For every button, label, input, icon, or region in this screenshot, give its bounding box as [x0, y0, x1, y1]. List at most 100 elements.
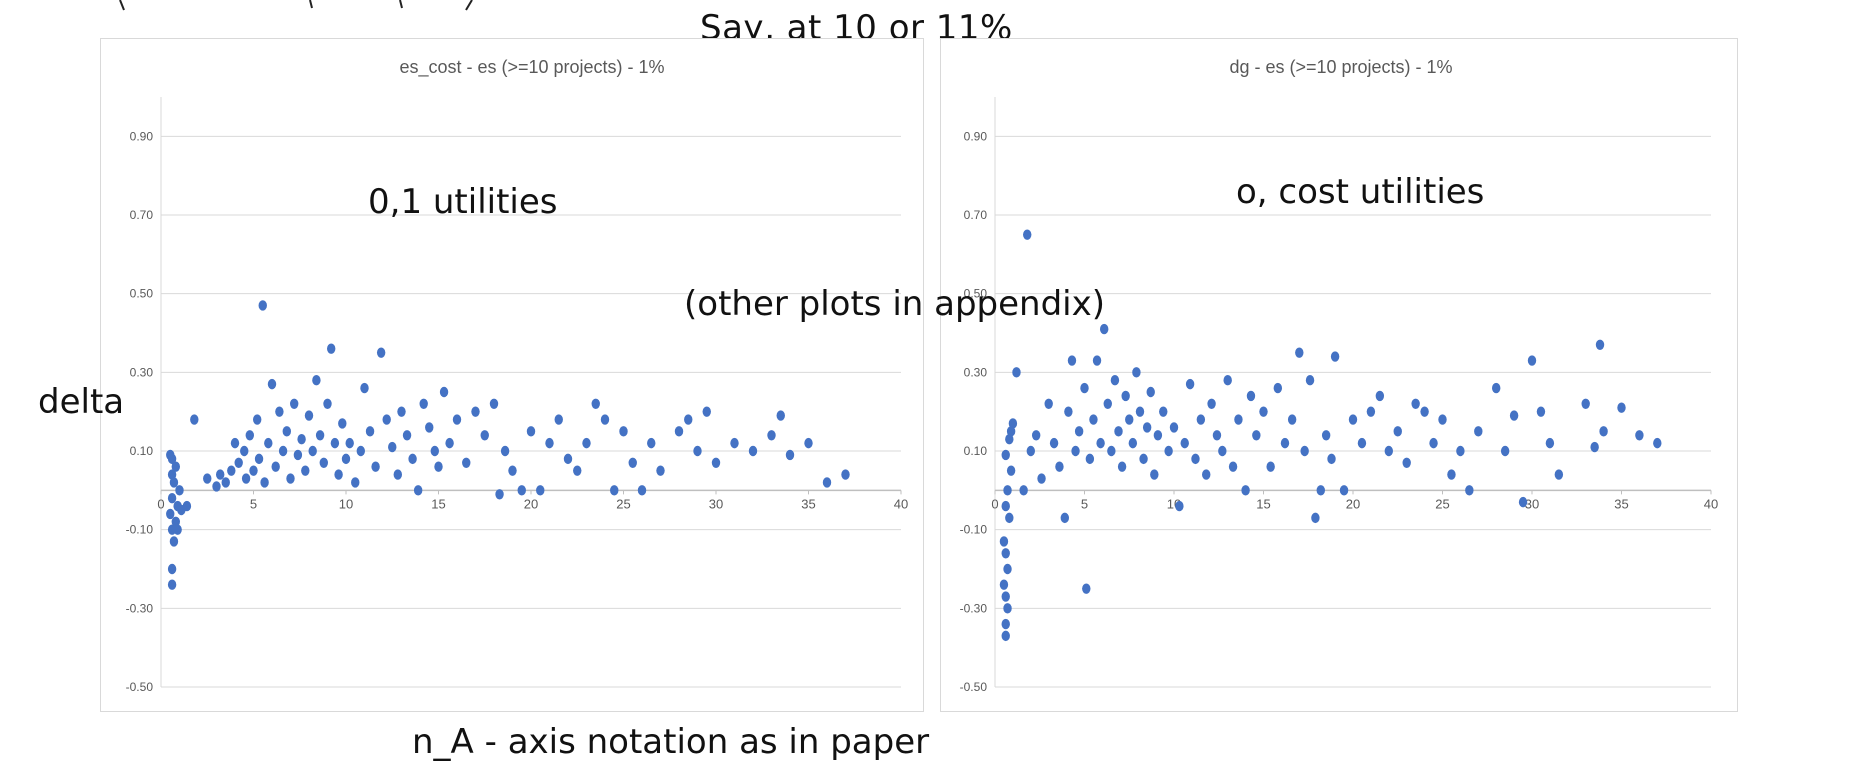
right-data-point	[1223, 375, 1232, 386]
left-data-point	[430, 445, 439, 457]
left-data-point	[356, 445, 365, 457]
left-data-point	[804, 437, 813, 449]
left-data-point	[573, 465, 582, 476]
y-axis-annotation: delta	[38, 382, 125, 422]
right-data-point	[1492, 382, 1501, 394]
right-data-point	[1001, 618, 1010, 630]
right-data-point	[1085, 453, 1095, 465]
right-data-point	[1006, 426, 1016, 437]
right-data-point	[1474, 426, 1483, 437]
left-data-point	[312, 375, 321, 386]
right-data-point	[1518, 496, 1528, 508]
left-data-point	[545, 437, 554, 449]
left-data-point	[323, 398, 332, 409]
right-data-point	[1617, 402, 1626, 413]
right-data-point	[1252, 430, 1261, 441]
right-data-point	[1196, 414, 1206, 425]
left-data-point	[227, 465, 236, 476]
left-x-tick-label: 25	[616, 496, 630, 511]
left-data-point	[249, 465, 258, 476]
left-data-point	[327, 343, 336, 354]
left-data-point	[536, 485, 545, 496]
left-data-point	[489, 398, 499, 409]
left-data-point	[241, 473, 251, 484]
left-data-point	[462, 457, 471, 468]
right-data-point	[1316, 485, 1325, 496]
right-y-tick-label: 0.10	[964, 444, 988, 458]
right-data-point	[1012, 367, 1021, 378]
left-data-point	[445, 437, 454, 449]
left-data-point	[264, 437, 273, 449]
right-data-point	[1031, 430, 1041, 441]
right-data-point	[999, 579, 1009, 590]
right-data-point	[1595, 339, 1605, 350]
left-data-point	[221, 477, 230, 488]
left-data-point	[253, 414, 262, 425]
right-data-point	[1110, 375, 1120, 386]
right-data-point	[1246, 390, 1256, 402]
left-data-point	[171, 516, 180, 527]
right-data-point	[999, 536, 1009, 547]
left-data-point	[563, 453, 573, 465]
left-data-point	[351, 477, 360, 488]
right-data-point	[1311, 512, 1320, 524]
left-scatter-chart: es_cost - es (>=10 projects) - 1% 0.90 0.7…	[126, 57, 909, 694]
left-data-point	[408, 453, 417, 465]
left-data-point	[275, 406, 284, 417]
right-data-point	[1006, 465, 1016, 476]
left-data-point	[167, 493, 177, 504]
right-data-point	[1001, 591, 1010, 602]
right-data-point	[1202, 469, 1211, 480]
left-data-point	[419, 398, 428, 409]
left-data-point	[240, 445, 249, 457]
right-data-point	[1096, 437, 1105, 449]
left-data-point	[245, 430, 254, 441]
right-data-point	[1327, 453, 1336, 465]
left-y-tick-label: 0.30	[130, 365, 154, 379]
left-data-point	[452, 414, 462, 425]
right-data-point	[1438, 414, 1447, 425]
right-data-point	[1241, 485, 1250, 496]
middle-annotation: (other plots in appendix)	[684, 284, 1106, 324]
right-data-point	[1599, 426, 1608, 437]
right-data-point	[1107, 445, 1116, 457]
right-data-point	[1456, 445, 1465, 457]
right-data-point	[1635, 430, 1644, 441]
left-data-point	[293, 449, 303, 461]
right-data-point	[1074, 426, 1084, 437]
right-data-point	[1447, 469, 1456, 480]
right-data-point	[1159, 406, 1168, 417]
left-data-point	[167, 579, 177, 590]
left-x-tick-label: 20	[524, 496, 538, 511]
right-data-point	[1169, 422, 1179, 433]
left-data-point	[360, 382, 369, 394]
left-data-point	[822, 477, 832, 488]
left-data-point	[637, 485, 647, 496]
right-data-point	[1402, 457, 1411, 468]
left-data-point	[610, 485, 619, 496]
right-data-point	[1001, 500, 1010, 512]
left-data-point	[785, 449, 795, 461]
left-data-point	[282, 426, 291, 437]
left-data-point	[173, 524, 182, 535]
left-data-point	[656, 465, 665, 476]
left-data-point	[471, 406, 480, 417]
right-data-point	[1234, 414, 1243, 425]
left-data-point	[591, 398, 600, 409]
right-data-point	[1218, 445, 1227, 457]
right-data-point	[1653, 437, 1662, 449]
right-data-point	[1103, 398, 1112, 409]
left-data-point	[345, 437, 354, 449]
left-data-point	[169, 477, 179, 488]
left-data-point	[271, 461, 280, 472]
right-data-point	[1287, 414, 1297, 425]
left-data-point	[480, 430, 489, 441]
left-data-point	[628, 457, 637, 468]
left-data-point	[230, 437, 240, 449]
right-data-point	[1581, 398, 1590, 409]
left-data-point	[254, 453, 264, 465]
right-data-point	[1527, 355, 1537, 366]
right-data-point	[1005, 512, 1014, 524]
right-data-point	[1207, 398, 1216, 409]
right-x-tick-label: 0	[991, 496, 998, 511]
